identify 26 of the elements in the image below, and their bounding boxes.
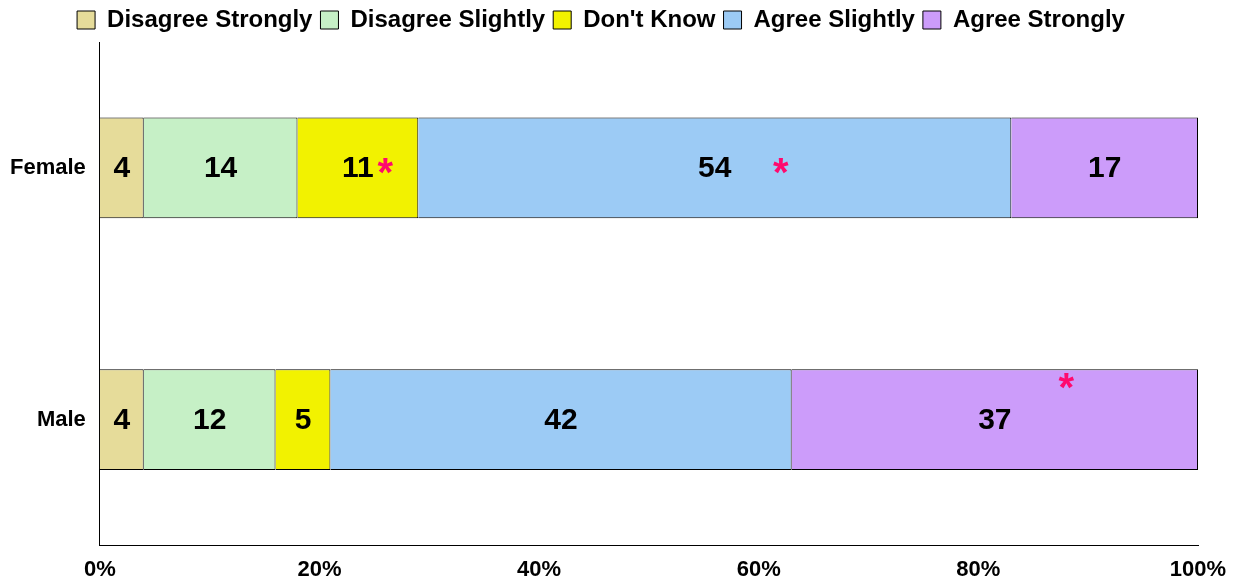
data-label: 54	[698, 150, 732, 184]
y-tick-label: Male	[36, 405, 86, 431]
legend-label: Don't Know	[583, 4, 716, 32]
data-label: 17	[1087, 150, 1122, 184]
x-tick-label: 60%	[736, 555, 781, 581]
legend-label: Agree Slightly	[753, 4, 916, 32]
y-tick-label: Female	[9, 153, 86, 179]
legend-label: Disagree Slightly	[350, 4, 546, 32]
data-label: 5	[294, 401, 312, 435]
x-tick-label: 100%	[1169, 555, 1227, 581]
data-label: 4	[113, 150, 131, 184]
x-tick-label: 20%	[297, 555, 342, 581]
x-tick-label: 80%	[956, 555, 1001, 581]
data-label: 42	[544, 401, 578, 435]
annotation: *	[1058, 364, 1075, 409]
annotation: *	[772, 150, 789, 195]
data-label: 14	[203, 150, 238, 184]
data-label: 37	[978, 401, 1012, 435]
legend-label: Disagree Strongly	[107, 4, 314, 32]
annotation: *	[377, 150, 394, 195]
legend-label: Agree Strongly	[952, 4, 1126, 32]
data-label: 11	[342, 150, 374, 184]
x-tick-label: 40%	[517, 555, 562, 581]
x-tick-label: 0%	[83, 555, 116, 581]
data-label: 12	[192, 401, 227, 435]
data-label: 4	[113, 401, 131, 435]
